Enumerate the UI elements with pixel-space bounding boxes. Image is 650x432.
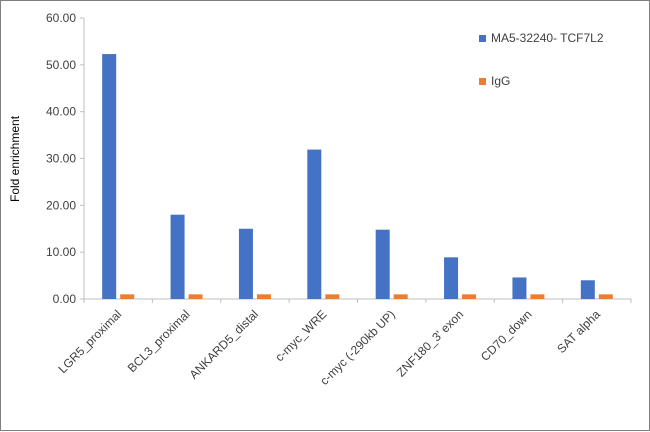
category-label: c-myc_WRE <box>272 307 329 364</box>
bar-igg <box>256 294 271 299</box>
legend-swatch-tcf7l2 <box>479 35 486 42</box>
bar-tcf7l2 <box>238 228 253 299</box>
category-label: LGR5_proximal <box>55 307 124 376</box>
bar-igg <box>393 294 408 299</box>
legend-swatch-igg <box>479 78 486 85</box>
bar-igg <box>120 294 135 299</box>
bars <box>102 54 613 299</box>
bar-tcf7l2 <box>580 280 595 299</box>
category-label: SAT alpha <box>554 307 603 356</box>
y-tick-label: 40.00 <box>46 105 76 119</box>
y-axis-label: Fold enrichment <box>8 115 22 202</box>
bar-igg <box>462 294 477 299</box>
category-label: ANKARD5_distal <box>187 307 262 382</box>
bar-igg <box>325 294 340 299</box>
bar-igg <box>530 294 545 299</box>
y-tick-label: 10.00 <box>46 245 76 259</box>
y-tick-label: 50.00 <box>46 58 76 72</box>
bar-igg <box>598 294 613 299</box>
y-tick-label: 60.00 <box>46 11 76 25</box>
category-label: BCL3_proximal <box>125 307 193 375</box>
bar-tcf7l2 <box>512 277 527 299</box>
legend-label-igg: IgG <box>491 74 510 88</box>
legend-label-tcf7l2: MA5-32240- TCF7L2 <box>491 31 604 45</box>
category-labels: LGR5_proximal BCL3_proximalANKARD5_distal… <box>55 307 603 388</box>
axes: 0.00 10.00 20.00 30.00 40.00 50.00 60.00 <box>46 11 632 306</box>
bar-tcf7l2 <box>444 257 459 299</box>
bar-tcf7l2 <box>375 229 390 299</box>
y-tick-label: 20.00 <box>46 198 76 212</box>
y-tick-label: 0.00 <box>53 292 77 306</box>
bar-tcf7l2 <box>102 54 117 299</box>
bar-tcf7l2 <box>170 214 185 299</box>
category-label: ZNF180_3' exon <box>394 307 466 379</box>
legend: MA5-32240- TCF7L2 IgG <box>479 31 604 88</box>
bar-tcf7l2 <box>307 149 322 299</box>
category-label: CD70_down <box>478 307 535 364</box>
category-label: c-myc (-290kb UP) <box>317 307 398 388</box>
bar-igg <box>188 294 203 299</box>
y-tick-label: 30.00 <box>46 152 76 166</box>
